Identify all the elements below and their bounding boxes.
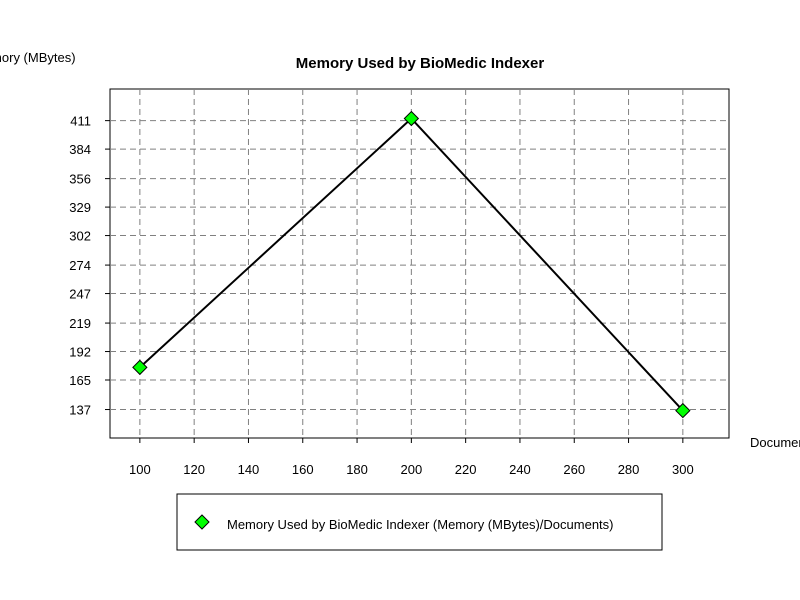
chart-title: Memory Used by BioMedic Indexer [296, 55, 545, 72]
y-tick-label: 274 [69, 258, 91, 273]
y-axis: 137 165 192 219 247 274 302 329 356 384 411 [69, 114, 110, 418]
y-tick-label: 411 [70, 114, 91, 129]
y-tick-label: 165 [69, 373, 91, 388]
legend-label: Memory Used by BioMedic Indexer (Memory … [227, 517, 614, 532]
legend-marker [194, 514, 210, 530]
x-tick-label: 100 [129, 462, 151, 477]
x-axis-label: Documents [750, 435, 800, 450]
legend-box [176, 493, 663, 551]
y-tick-label: 384 [69, 142, 91, 157]
y-tick-label: 356 [69, 172, 91, 187]
y-tick-label: 137 [69, 403, 91, 418]
y-tick-label: 219 [69, 316, 91, 331]
y-tick-label: 247 [69, 287, 91, 302]
x-tick-label: 180 [346, 462, 368, 477]
x-tick-label: 300 [672, 462, 694, 477]
y-tick-label: 192 [69, 345, 91, 360]
x-tick-label: 160 [292, 462, 314, 477]
x-tick-label: 200 [401, 462, 423, 477]
y-tick-label: 329 [69, 200, 91, 215]
y-tick-label: 302 [69, 229, 91, 244]
data-point [403, 110, 420, 127]
x-tick-label: 240 [509, 462, 531, 477]
x-tick-label: 260 [563, 462, 585, 477]
grid [110, 89, 729, 438]
data-point [675, 402, 691, 419]
plot-area [109, 88, 730, 439]
x-tick-label: 280 [618, 462, 640, 477]
x-tick-label: 120 [183, 462, 205, 477]
legend: Memory Used by BioMedic Indexer (Memory … [176, 493, 663, 551]
x-tick-label: 220 [455, 462, 477, 477]
data-point [132, 359, 148, 376]
series-layer [132, 110, 691, 419]
x-axis: 100 120 140 160 180 200 220 240 260 280 300 [129, 438, 694, 477]
x-tick-label: 140 [238, 462, 260, 477]
y-axis-label: Memory (MBytes) [0, 50, 76, 65]
